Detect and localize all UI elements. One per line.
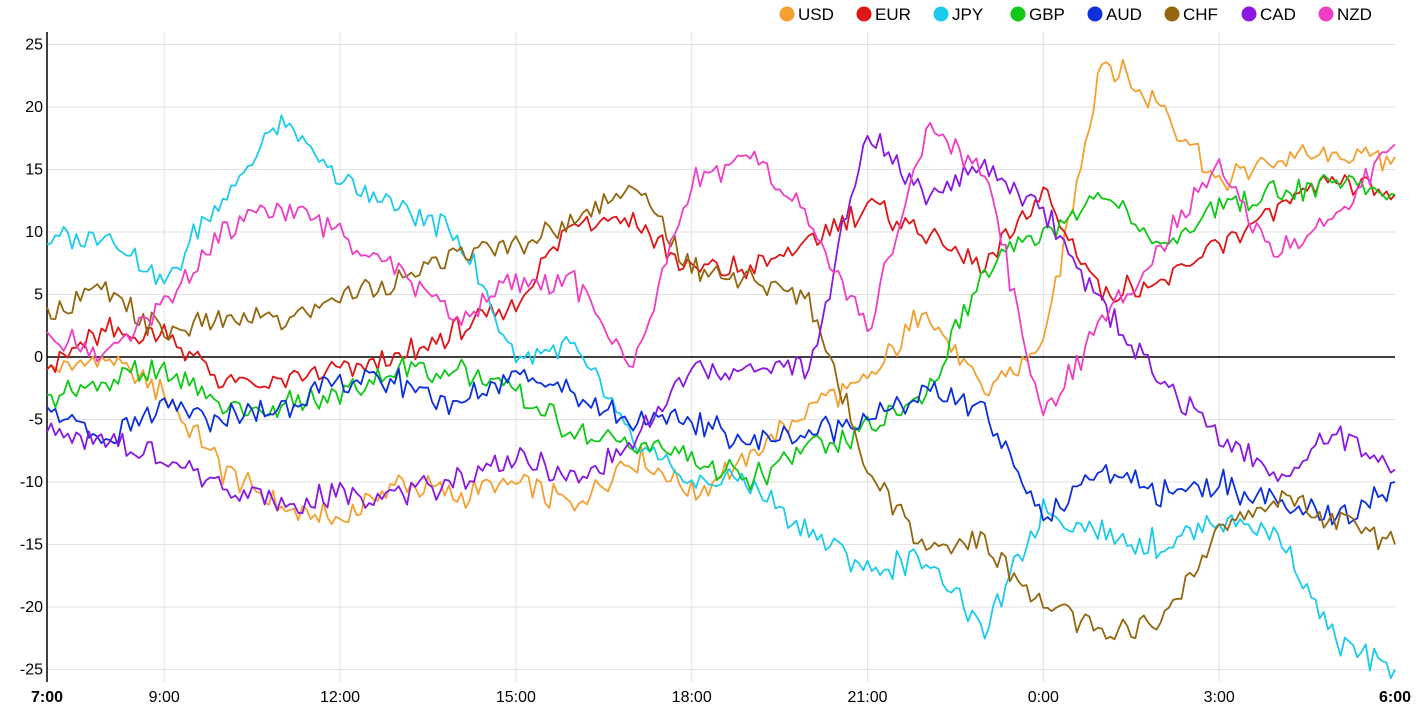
series-line-nzd bbox=[46, 122, 1396, 417]
legend-label-cad: CAD bbox=[1260, 5, 1296, 24]
x-tick-label: 9:00 bbox=[149, 689, 180, 706]
series-line-jpy bbox=[46, 114, 1396, 680]
series-layer bbox=[46, 58, 1396, 680]
x-tick-label: 0:00 bbox=[1028, 689, 1059, 706]
x-tick-label: 15:00 bbox=[496, 689, 536, 706]
series-line-chf bbox=[46, 184, 1396, 641]
legend-swatch-usd bbox=[779, 6, 795, 22]
x-tick-label: 18:00 bbox=[672, 689, 712, 706]
y-tick-label: -5 bbox=[29, 412, 43, 429]
legend: USD EUR JPY GBP AUD CHF CAD NZD bbox=[779, 5, 1372, 24]
y-tick-label: -25 bbox=[20, 662, 43, 679]
series-line-gbp bbox=[46, 173, 1396, 491]
x-tick-label: 12:00 bbox=[320, 689, 360, 706]
legend-label-usd: USD bbox=[798, 5, 834, 24]
series-line-cad bbox=[46, 133, 1396, 515]
legend-swatch-eur bbox=[856, 6, 872, 22]
legend-label-gbp: GBP bbox=[1029, 5, 1065, 24]
legend-swatch-aud bbox=[1087, 6, 1103, 22]
legend-label-chf: CHF bbox=[1183, 5, 1218, 24]
y-tick-label: -20 bbox=[20, 599, 43, 616]
y-tick-label: 10 bbox=[25, 224, 43, 241]
legend-label-nzd: NZD bbox=[1337, 5, 1372, 24]
legend-swatch-chf bbox=[1164, 6, 1180, 22]
x-tick-label: 3:00 bbox=[1204, 689, 1235, 706]
y-tick-label: 20 bbox=[25, 99, 43, 116]
legend-swatch-jpy bbox=[933, 6, 949, 22]
y-tick-label: -10 bbox=[20, 474, 43, 491]
series-line-eur bbox=[46, 174, 1396, 390]
x-tick-label: 7:00 bbox=[31, 689, 63, 706]
legend-label-jpy: JPY bbox=[952, 5, 983, 24]
y-tick-label: -15 bbox=[20, 537, 43, 554]
legend-swatch-cad bbox=[1241, 6, 1257, 22]
legend-swatch-gbp bbox=[1010, 6, 1026, 22]
x-tick-label: 6:00 bbox=[1379, 689, 1411, 706]
y-tick-label: 25 bbox=[25, 37, 43, 54]
y-tick-label: 0 bbox=[34, 349, 43, 366]
y-tick-label: 5 bbox=[34, 287, 43, 304]
y-tick-label: 15 bbox=[25, 162, 43, 179]
legend-label-eur: EUR bbox=[875, 5, 911, 24]
axis-layer: -25 -20 -15 -10 -5 0 5 10 15 20 25 7:00 9:00 12:00 15:… bbox=[20, 32, 1411, 706]
x-tick-label: 21:00 bbox=[847, 689, 887, 706]
legend-label-aud: AUD bbox=[1106, 5, 1142, 24]
legend-swatch-nzd bbox=[1318, 6, 1334, 22]
series-line-aud bbox=[46, 367, 1396, 526]
series-line-usd bbox=[46, 58, 1396, 525]
